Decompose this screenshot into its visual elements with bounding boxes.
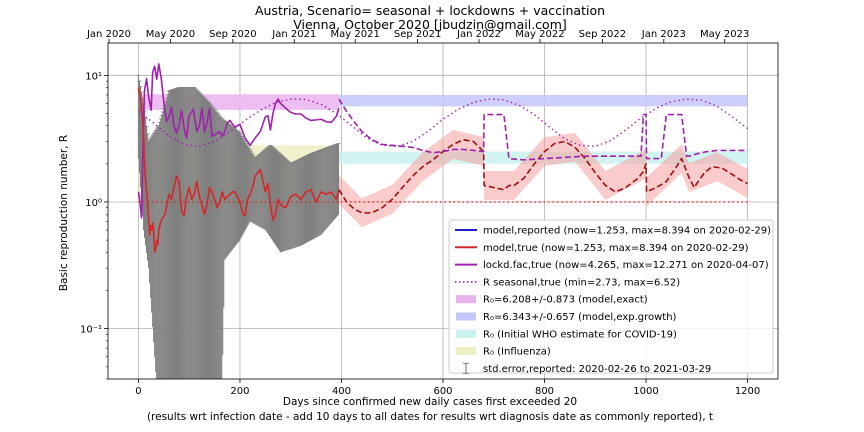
legend-label: R seasonal,true (min=2.73, max=6.52) [483, 277, 680, 288]
x-axis-subtitle: (results wrt infection date - add 10 day… [147, 411, 713, 423]
x-tick-label: 400 [332, 386, 351, 397]
y-axis: 10⁻¹ 10⁰ 10¹ [80, 71, 108, 380]
series-line [138, 98, 748, 148]
legend-label: R₀=6.208+/-0.873 (model,exact) [483, 295, 648, 306]
top-tick-label: Jan 2020 [86, 29, 131, 40]
chart-title-group: Austria, Scenario= seasonal + lockdowns … [255, 3, 605, 32]
top-tick-label: May 2021 [331, 29, 380, 40]
x-tick-label: 0 [135, 386, 141, 397]
top-tick-label: Sep 2020 [209, 29, 256, 40]
series-lines [137, 63, 748, 254]
top-tick-label: May 2020 [146, 29, 195, 40]
r0-band [338, 94, 748, 107]
x-axis-title: Days since confirmed new daily cases fir… [283, 396, 577, 408]
legend-label: R₀ (Influenza) [483, 347, 551, 358]
top-tick-label: May 2023 [700, 29, 749, 40]
x-axis: 0 200 400 600 800 1000 1200 [135, 379, 760, 397]
x-tick-label: 600 [433, 386, 452, 397]
top-tick-label: Sep 2022 [579, 29, 626, 40]
y-axis-title: Basic reproduction number, R [58, 135, 70, 291]
legend-label: model,reported (now=1.253, max=8.394 on … [483, 226, 771, 237]
x-tick-label: 800 [535, 386, 554, 397]
legend-label: lockd.fac,true (now=4.265, max=12.271 on… [483, 260, 769, 271]
legend-swatch [456, 312, 476, 321]
series-line [338, 138, 748, 214]
legend-swatch [456, 347, 476, 356]
legend-swatch [456, 329, 476, 338]
model-uncertainty-band [338, 129, 748, 228]
series-line [137, 87, 340, 254]
y-tick-label: 10¹ [85, 71, 102, 82]
chart-title: Austria, Scenario= seasonal + lockdowns … [255, 3, 605, 18]
series-line [137, 63, 340, 219]
legend-label: model,true (now=1.253, max=8.394 on 2020… [483, 243, 749, 254]
top-date-axis: Jan 2020 May 2020 Sep 2020 Jan 2021 May 2021… [86, 29, 749, 43]
series-line [338, 98, 748, 161]
top-tick-label: Jan 2023 [641, 29, 686, 40]
top-tick-label: Jan 2022 [456, 29, 501, 40]
uncertainty-band [338, 129, 748, 228]
legend-label: std.error,reported: 2020-02-26 to 2021-0… [483, 364, 711, 375]
x-tick-label: 200 [230, 386, 249, 397]
legend-swatch [456, 295, 476, 304]
top-tick-label: May 2022 [515, 29, 564, 40]
x-tick-label: 1200 [735, 386, 760, 397]
x-tick-label: 1000 [633, 386, 658, 397]
y-tick-label: 10⁰ [85, 198, 102, 209]
legend-label: R₀ (Initial WHO estimate for COVID-19) [483, 329, 677, 340]
legend-box [448, 219, 774, 374]
chart-subtitle: Vienna, October 2020 [jbudzin@gmail.com] [293, 17, 567, 32]
y-tick-label: 10⁻¹ [80, 325, 102, 336]
legend-label: R₀=6.343+/-0.657 (model,exp.growth) [483, 312, 677, 323]
legend: model,reported (now=1.253, max=8.394 on … [448, 219, 774, 375]
top-tick-label: Sep 2021 [394, 29, 441, 40]
top-tick-label: Jan 2021 [271, 29, 316, 40]
